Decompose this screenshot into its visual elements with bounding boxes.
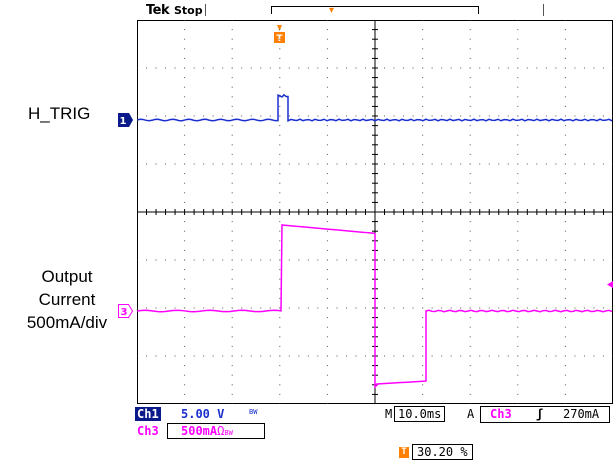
trigger-readout-box[interactable] [480, 406, 610, 423]
ch1-signal-label: H_TRIG [28, 104, 91, 123]
trigger-level-value[interactable]: 270mA [563, 407, 600, 421]
ch3-ground-marker[interactable]: 3 [118, 304, 134, 318]
ch3-signal-label: Output Current 500mA/div [8, 265, 126, 334]
ch1-ground-marker[interactable]: 1 [118, 113, 134, 127]
ch3-label-line2: Current [38, 290, 96, 309]
brand-logo: Tek [146, 3, 170, 18]
readout-panel: Ch1 5.00 V BW Ch3 500mAΩBW M 10.0ms A Ch… [0, 405, 613, 464]
ch1-scale-value[interactable]: 5.00 V [181, 407, 225, 421]
status-divider [205, 4, 206, 16]
trigger-position-value[interactable]: 30.20 % [412, 444, 473, 460]
status-divider [543, 4, 544, 16]
status-bar: Tek Stop ▾ [0, 0, 613, 20]
timebase-prefix: M [385, 407, 393, 421]
timebase-value[interactable]: 10.0ms [394, 406, 446, 422]
ch1-readout-label[interactable]: Ch1 [135, 407, 161, 421]
ch3-termination-icon: Ω [217, 424, 225, 438]
ch3-scale-value: 500mA [181, 424, 218, 438]
ch1-bandwidth-icon: BW [249, 408, 258, 416]
ch3-waveform [137, 224, 613, 389]
waveform-display [137, 20, 613, 404]
ch3-readout-label[interactable]: Ch3 [137, 424, 159, 438]
trigger-position-small-icon: T [399, 447, 409, 458]
ch1-marker-label: 1 [120, 116, 127, 127]
ch3-label-line1: Output [41, 267, 93, 286]
trigger-position-mini-icon: ▾ [329, 5, 335, 16]
ch3-scale-box[interactable]: 500mAΩBW [167, 423, 265, 439]
ch1-waveform [137, 93, 613, 122]
record-view-bar [271, 6, 479, 14]
trigger-mode: A [467, 407, 475, 421]
trigger-level-icon [607, 281, 613, 288]
trigger-source: Ch3 [490, 407, 512, 421]
ch3-label-line3: 500mA/div [26, 313, 108, 332]
ch3-marker-label: 3 [121, 307, 128, 318]
acquisition-state: Stop [174, 4, 203, 17]
ch3-bandwidth-icon: BW [224, 429, 233, 437]
trigger-slope-icon: ʃ [536, 407, 544, 421]
